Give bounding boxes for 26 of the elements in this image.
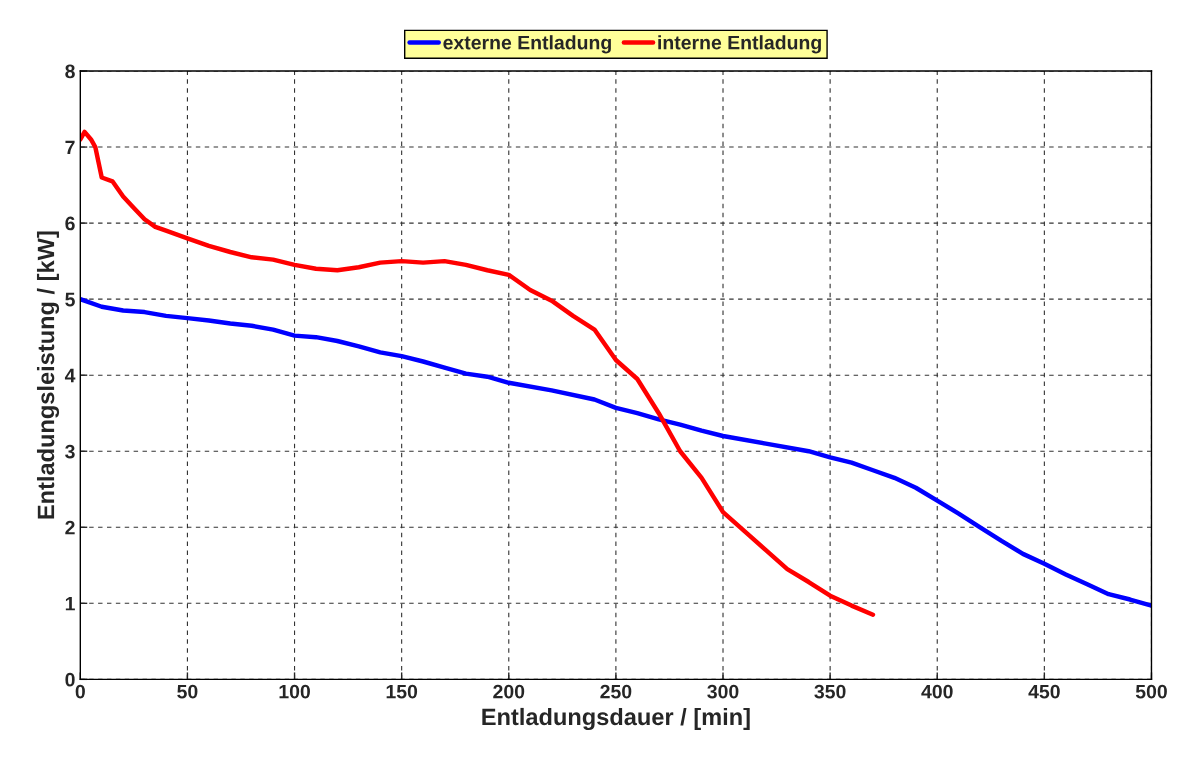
legend-label: externe Entladung [443,35,611,54]
y-tick-label: 5 [65,292,75,307]
y-tick-label: 7 [65,140,75,155]
x-tick-label: 250 [600,684,632,699]
line-series [80,129,876,617]
x-tick-label: 50 [177,684,198,699]
x-tick-label: 500 [1135,684,1167,699]
y-tick-label: 6 [65,216,75,231]
y-tick-label: 3 [65,444,75,459]
x-tick-label: 200 [493,684,525,699]
y-tick-label: 0 [65,672,75,687]
y-tick-label: 2 [65,520,75,535]
x-tick-label: 100 [279,684,310,699]
x-tick-label: 450 [1028,684,1060,699]
legend-label: interne Entladung [658,35,821,54]
x-tick-label: 300 [707,684,739,699]
y-axis-title: Entladungsleistung / [kW] [36,231,60,519]
line-series [80,296,1152,608]
x-axis-title: Entladungsdauer / [min] [482,707,750,731]
y-tick-label: 1 [65,596,75,611]
y-tick-label: 8 [65,64,75,79]
x-tick-label: 350 [814,684,846,699]
x-tick-label: 400 [921,684,953,699]
x-tick-label: 0 [75,684,85,699]
y-tick-label: 4 [64,368,76,383]
x-tick-label: 150 [386,684,418,699]
